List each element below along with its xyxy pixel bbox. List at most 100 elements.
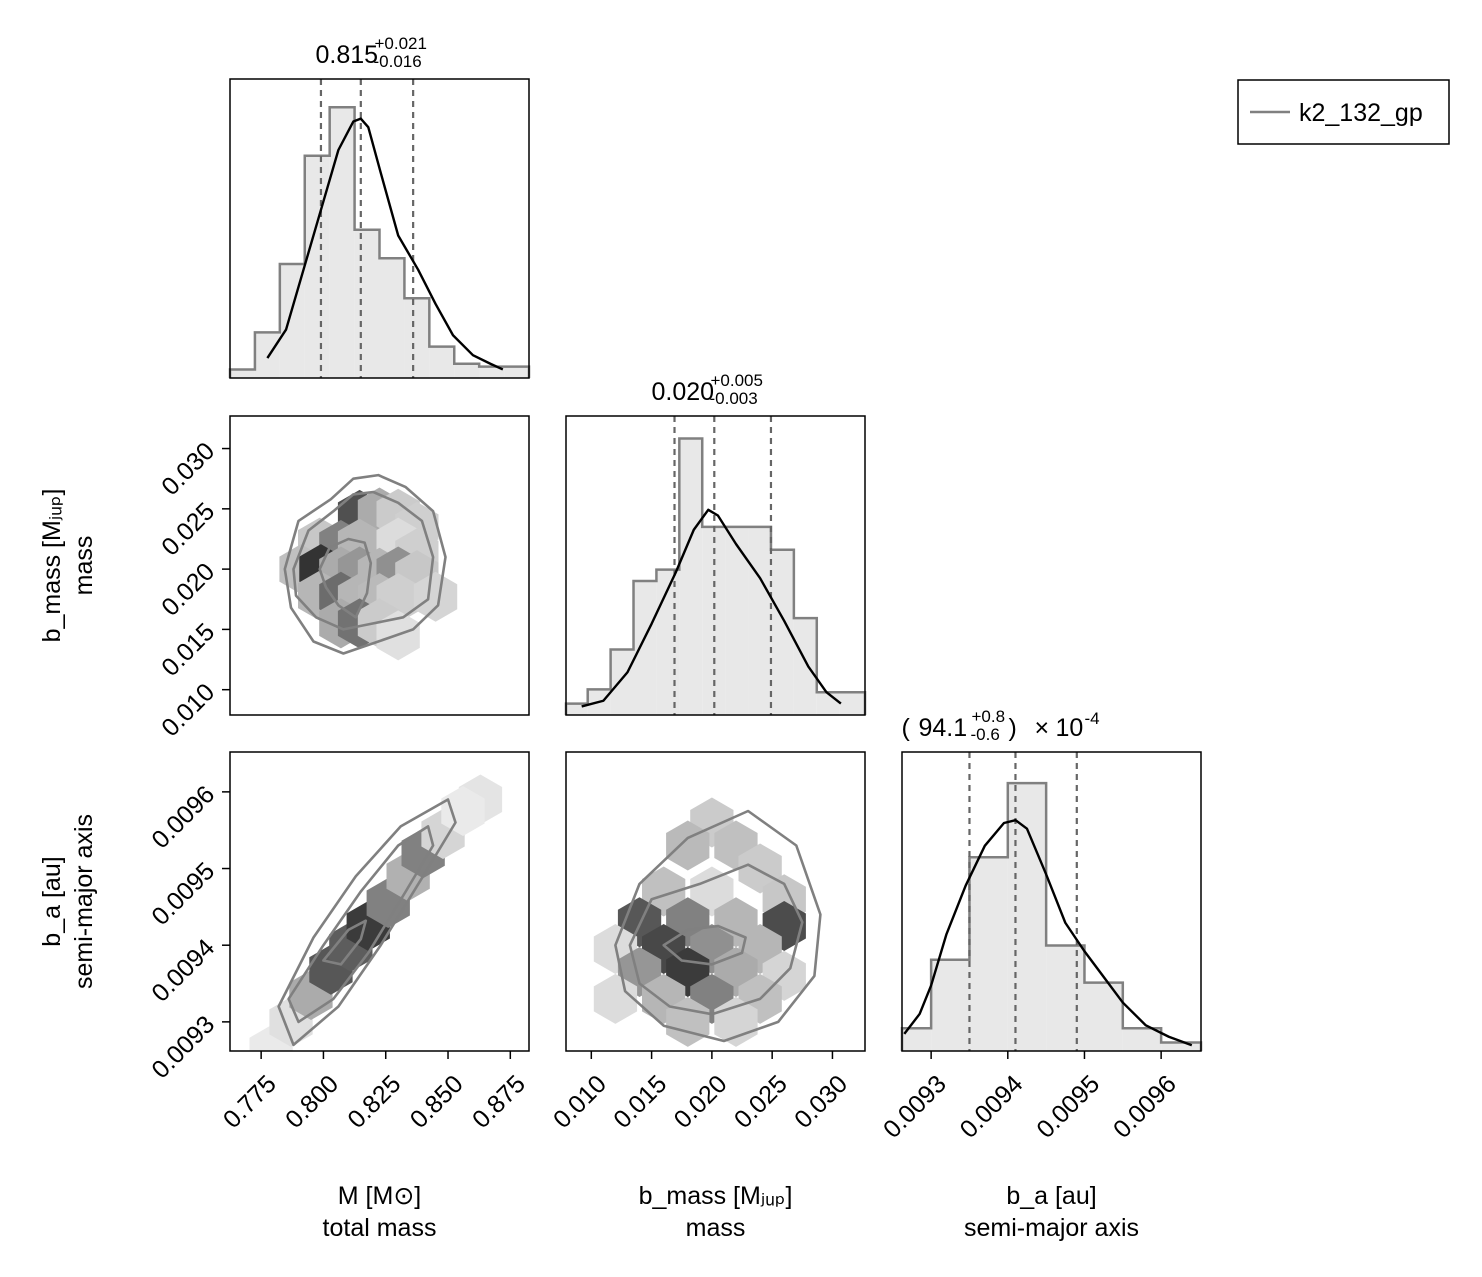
y-tick-label: 0.0094: [146, 934, 220, 1008]
histogram-bar: [793, 618, 817, 715]
title-minus-error: -0.6: [971, 725, 1000, 744]
histogram-bar: [969, 857, 1008, 1051]
x-tick-label: 0.850: [405, 1070, 469, 1134]
title-median: 0.020: [652, 378, 715, 406]
panel-frame: [565, 751, 866, 1052]
pair-panel-b_mass-b_a: [565, 751, 866, 1052]
pair-panel-M-b_a: [229, 751, 530, 1052]
hexbin-cell: [593, 973, 638, 1024]
diagonal-panel-b_a: ( 94.1 +0.8-0.6) × 10 -4: [900, 707, 1203, 1052]
density-contour-3: [283, 473, 447, 655]
histogram-bar: [379, 258, 405, 378]
panel-content: [249, 774, 503, 1051]
panel-frame: [229, 751, 530, 1052]
y-tick-label: 0.0095: [146, 857, 220, 931]
x-tick-label: 0.0096: [1108, 1070, 1182, 1144]
legend: k2_132_gp: [1237, 79, 1450, 145]
y-axis-label-line2: mass: [70, 536, 98, 596]
histogram-bar: [1007, 783, 1047, 1051]
x-tick-label: 0.010: [548, 1070, 612, 1134]
kde-line: [266, 117, 504, 371]
x-tick-label: 0.775: [218, 1070, 282, 1134]
x-tick-label: 0.0093: [878, 1070, 952, 1144]
histogram-step-outline: [564, 437, 867, 715]
title-median: 0.815: [316, 41, 379, 69]
x-tick-label: 0.015: [608, 1070, 672, 1134]
title-paren-open: (: [902, 714, 911, 742]
kde-line: [903, 818, 1193, 1047]
hexbin-cell: [738, 843, 782, 894]
hexbin-cell: [441, 786, 485, 836]
histogram-step-outline: [228, 106, 531, 378]
pair-panel-M-b_mass: [229, 415, 530, 716]
y-tick-label: 0.020: [156, 558, 220, 622]
x-tick-label: 0.030: [789, 1070, 853, 1134]
histogram-bar: [504, 366, 529, 378]
density-contour-2: [628, 863, 804, 1016]
x-tick-label: 0.875: [467, 1070, 531, 1134]
panel-frame: [229, 415, 530, 716]
panel-title-b_mass: 0.020+0.005-0.003: [652, 371, 763, 408]
density-contour-3: [277, 798, 457, 1047]
histogram-bar: [1046, 945, 1085, 1051]
panel-content: [593, 797, 822, 1047]
histogram-bar: [633, 581, 657, 715]
y-tick-label: 0.015: [156, 618, 220, 682]
title-plus-error: +0.021: [375, 34, 427, 53]
histogram-bar: [230, 369, 255, 378]
x-axis-label-line2: mass: [686, 1214, 746, 1242]
title-minus-error: -0.003: [710, 389, 758, 408]
x-axis-label-line1: M [M⊙]: [338, 1182, 421, 1210]
histogram-bar: [454, 363, 480, 378]
panel-frame: [901, 751, 1202, 1052]
hexbin-cell: [642, 866, 686, 917]
x-axis-label-line1: b_a [au]: [1006, 1182, 1096, 1210]
density-contour-2: [292, 490, 435, 631]
histogram-bar: [902, 1028, 932, 1051]
title-times: ×: [1035, 714, 1050, 742]
panel-title-b_a: ( 94.1 +0.8-0.6) × 10 -4: [902, 707, 1100, 744]
y-tick-label: 0.030: [156, 437, 220, 501]
legend-label: k2_132_gp: [1299, 99, 1423, 127]
histogram-bar: [679, 438, 703, 715]
x-tick-label: 0.025: [729, 1070, 793, 1134]
title-median: 94.1: [919, 714, 968, 742]
x-axis-b_a: 0.0093 0.0094 0.0095 0.0096 b_a [au] semi-maj…: [878, 1051, 1182, 1242]
x-tick-label: 0.0095: [1031, 1070, 1105, 1144]
histogram-bar: [816, 692, 840, 715]
x-tick-label: 0.020: [669, 1070, 733, 1134]
histogram-bar: [566, 703, 588, 715]
density-contour-2: [287, 825, 435, 1024]
x-tick-label: 0.0094: [955, 1070, 1029, 1144]
histogram-bar: [254, 332, 280, 378]
histogram-bar: [839, 692, 865, 715]
title-minus-error: -0.016: [374, 52, 422, 71]
y-axis-label-line1: b_mass [Mⱼᵤₚ]: [38, 489, 66, 643]
x-axis-label-line2: total mass: [323, 1214, 437, 1242]
y-axis-label-line2: semi-major axis: [70, 814, 98, 989]
panel-title-M: 0.815+0.021-0.016: [316, 34, 427, 71]
y-tick-label: 0.0093: [146, 1010, 220, 1084]
title-plus-error: +0.005: [711, 371, 763, 390]
x-tick-label: 0.825: [342, 1070, 406, 1134]
histogram-bar: [479, 366, 505, 378]
hexbin-cell: [690, 866, 734, 917]
diagonal-panel-M: 0.815+0.021-0.016: [228, 34, 531, 379]
x-axis-label-line1: b_mass [Mⱼᵤₚ]: [639, 1182, 793, 1210]
x-tick-label: 0.800: [280, 1070, 344, 1134]
diagonal-panel-b_mass: 0.020+0.005-0.003: [564, 371, 867, 716]
histogram-bar: [702, 526, 726, 715]
histogram-bar: [748, 526, 771, 715]
y-tick-label: 0.0096: [146, 780, 220, 854]
y-tick-label: 0.010: [156, 678, 220, 742]
histogram-bar: [404, 298, 430, 378]
histogram-bar: [1161, 1042, 1201, 1051]
histogram-bar: [770, 549, 794, 715]
density-contour-3: [614, 809, 822, 1043]
y-tick-label: 0.025: [156, 497, 220, 561]
histogram-bar: [725, 526, 749, 715]
histogram-step-outline: [900, 781, 1203, 1051]
